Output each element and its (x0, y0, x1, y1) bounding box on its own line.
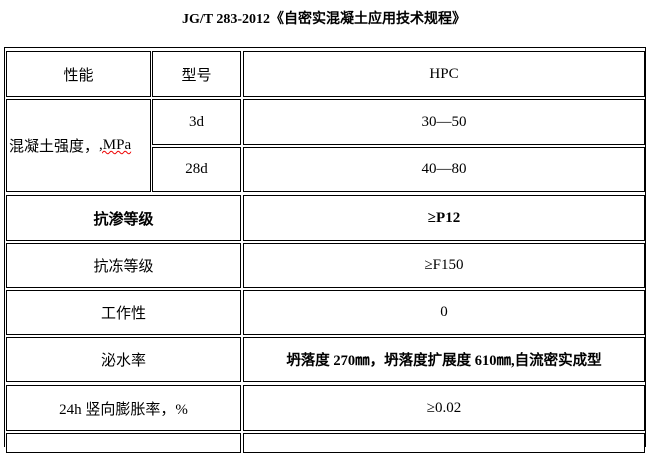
row-label: 抗渗等级 (6, 195, 241, 241)
document-title: JG/T 283-2012《自密实混凝土应用技术规程》 (181, 12, 467, 27)
row-label: 24h 竖向膨胀率，% (6, 385, 241, 431)
row-label: 泌水率 (6, 337, 241, 382)
row-value: ≥P12 (243, 195, 645, 241)
strength-value-3d: 30—50 (243, 99, 645, 145)
header-property: 性能 (6, 51, 151, 97)
row-value: 0 (243, 290, 645, 335)
strength-value-28d: 40—80 (243, 147, 645, 192)
row-label: 工作性 (6, 290, 241, 335)
spec-table (4, 47, 646, 447)
strength-age-28d: 28d (152, 147, 241, 192)
header-value: HPC (243, 51, 645, 97)
strength-label: 混凝土强度， ,MPa (6, 99, 151, 192)
row-value: ≥F150 (243, 243, 645, 288)
strength-age-3d: 3d (152, 99, 241, 145)
row-value: 坍落度 270㎜，坍落度扩展度 610㎜,自流密实成型 (243, 337, 645, 382)
row-value: ≥0.02 (243, 385, 645, 431)
strength-label-unit: ,MPa (99, 137, 132, 153)
row-label: 抗冻等级 (6, 243, 241, 288)
row-label-cutoff (6, 433, 241, 453)
header-model: 型号 (152, 51, 241, 97)
row-value-cutoff (243, 433, 645, 453)
strength-label-prefix: 混凝土强度， (9, 139, 100, 155)
